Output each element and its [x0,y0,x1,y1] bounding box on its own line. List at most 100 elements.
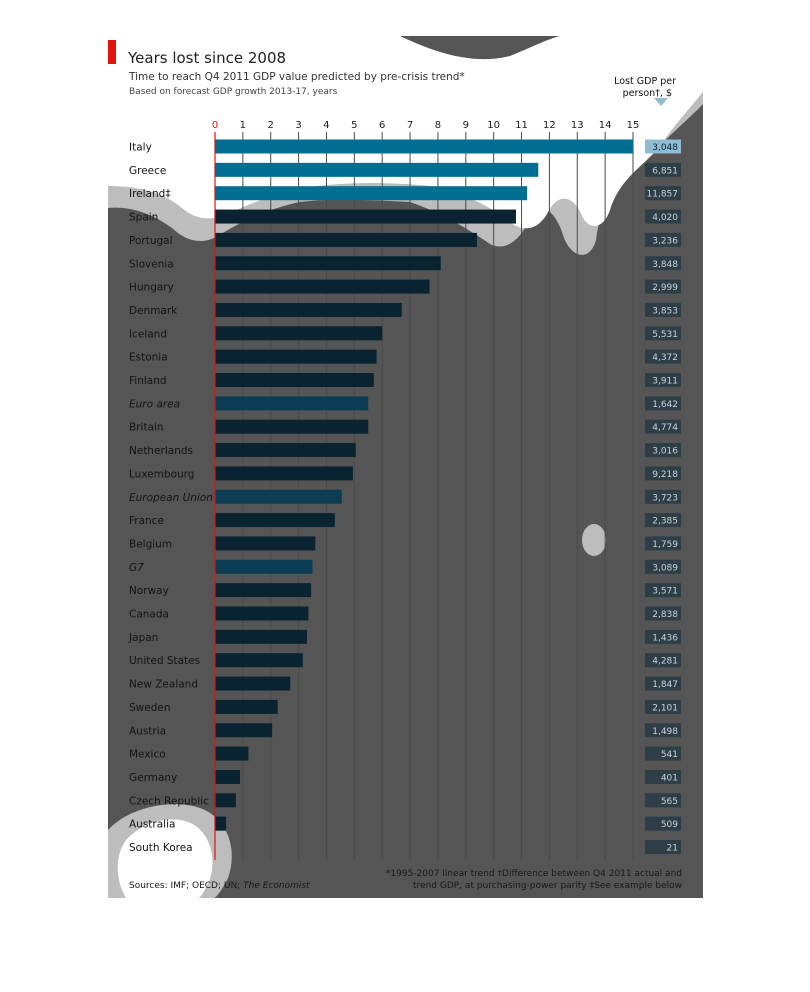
bar [215,606,309,621]
value-label: 4,774 [652,423,678,433]
x-tick-label: 12 [543,120,556,131]
chart-subtitle-2: Based on forecast GDP growth 2013-17, ye… [129,87,338,97]
bar [215,186,528,201]
value-box [645,699,681,714]
category-label: Austria [129,725,166,737]
bar [215,653,303,668]
value-label: 401 [661,773,678,783]
value-box [645,559,681,574]
category-label: Estonia [129,352,168,364]
value-label: 3,911 [652,377,678,387]
value-box [645,302,681,317]
value-box [645,536,681,551]
x-tick-label: 13 [571,120,584,131]
bar [215,209,516,224]
value-box [645,629,681,644]
value-column-header-arrow [654,98,668,106]
category-label: Netherlands [129,445,193,457]
value-box [645,349,681,364]
value-label: 1,498 [652,727,678,737]
value-label: 3,016 [652,447,678,457]
value-box [645,746,681,761]
category-label: Slovenia [129,258,174,270]
value-label: 3,089 [652,563,678,573]
value-box [645,162,681,177]
bar [215,559,313,574]
bar [215,699,278,714]
category-label: G7 [129,562,144,574]
value-label: 4,372 [652,353,678,363]
title-accent-bar [108,40,116,64]
value-box [645,326,681,341]
bar [215,419,369,434]
bar [215,256,441,271]
value-box [645,466,681,481]
bar [215,676,291,691]
value-box [645,653,681,668]
bar [215,816,227,831]
category-label: Australia [129,819,175,831]
category-label: Germany [129,772,177,784]
bar [215,466,353,481]
value-label: 3,723 [652,493,678,503]
x-tick-label: 7 [407,120,413,131]
value-label: 11,857 [647,190,679,200]
category-label: Hungary [129,282,174,294]
bar [215,629,307,644]
bar [215,746,249,761]
value-box [645,139,681,154]
value-label: 3,236 [652,236,678,246]
value-box [645,186,681,201]
category-label: European Union [129,492,213,504]
bar [215,583,312,598]
x-tick-label: 2 [268,120,274,131]
x-tick-label: 1 [240,120,246,131]
category-label: Luxembourg [129,468,194,480]
value-label: 4,281 [652,657,678,667]
value-box [645,816,681,831]
value-label: 1,847 [652,680,678,690]
value-box [645,606,681,621]
value-box [645,793,681,808]
bar [215,326,383,341]
value-label: 541 [661,750,678,760]
value-box [645,232,681,247]
value-box [645,419,681,434]
category-label: Italy [129,142,152,154]
bar [215,302,402,317]
category-label: Portugal [129,235,173,247]
value-box [645,840,681,854]
x-tick-label: 3 [295,120,301,131]
category-labels: Italy Greece Ireland‡ Spain Portugal Slovenia… [128,142,213,855]
value-box [645,209,681,224]
bar [215,396,369,411]
category-label: United States [129,655,200,667]
value-box [645,396,681,411]
value-column-header-line1: Lost GDP per [614,76,676,87]
footnote-right-line1: *1995-2007 linear trend †Difference betw… [386,869,682,879]
tear-top-inner [108,36,703,229]
category-label: Iceland [129,328,167,340]
value-box [645,676,681,691]
x-axis-ticks: 0 1 2 3 4 5 6 7 8 9 10 11 12 13 14 15 [212,120,640,131]
x-tick-label: 9 [463,120,469,131]
x-tick-label: 6 [379,120,385,131]
value-label: 1,436 [652,633,678,643]
lost-gdp-values: 3,048 6,851 11,857 4,020 3,236 3,848 2,999 3,85… [645,139,681,854]
value-label: 4,020 [652,213,678,223]
x-tick-label: 15 [627,120,640,131]
category-label: Greece [129,165,166,177]
value-label: 6,851 [652,166,678,176]
category-label: Euro area [129,398,180,410]
bar [215,162,539,177]
bar [215,793,236,808]
value-box [645,723,681,738]
sources-note: Sources: IMF; OECD; UN; The Economist [129,881,310,891]
footnote-right-line2: trend GDP, at purchasing-power parity ‡S… [413,881,682,891]
value-box [645,489,681,504]
value-label: 2,838 [652,610,678,620]
value-label: 2,385 [652,517,678,527]
x-tick-label: 5 [351,120,357,131]
category-label: New Zealand [129,679,198,691]
